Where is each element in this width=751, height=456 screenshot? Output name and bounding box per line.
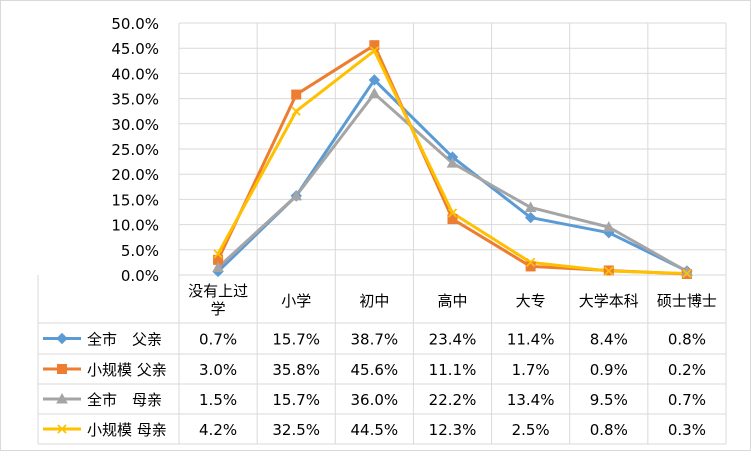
category-label: 高中	[437, 292, 467, 310]
table-value-cell: 0.7%	[668, 391, 706, 409]
y-tick-label: 20.0%	[111, 166, 159, 184]
legend-key-marker	[57, 364, 67, 374]
legend-series-name: 小规模 母亲	[87, 421, 167, 439]
data-point	[368, 74, 381, 86]
data-point	[447, 214, 458, 225]
table-value-cell: 9.5%	[590, 391, 628, 409]
table-value-cell: 15.7%	[272, 391, 320, 409]
table-value-cell: 0.2%	[668, 361, 706, 379]
table-value-cell: 0.9%	[590, 361, 628, 379]
category-label: 初中	[359, 292, 389, 310]
x-marker-stroke	[526, 257, 536, 268]
table-value-cell: 4.2%	[199, 421, 237, 439]
data-point	[524, 211, 537, 224]
table-value-cell: 8.4%	[590, 331, 628, 349]
category-label: 大学本科	[579, 292, 639, 310]
data-point	[604, 266, 614, 276]
table-value-cell: 2.5%	[512, 421, 550, 439]
x-marker-stroke	[57, 424, 67, 434]
category-label: 硕士博士	[657, 292, 717, 310]
x-marker-stroke	[682, 268, 692, 279]
data-point	[213, 249, 223, 259]
table-value-cell: 15.7%	[272, 331, 320, 349]
y-tick-label: 15.0%	[111, 191, 159, 209]
table-value-cell: 0.7%	[199, 331, 237, 349]
legend-series-name: 全市 父亲	[87, 331, 162, 349]
table-value-cell: 0.8%	[668, 331, 706, 349]
y-tick-label: 50.0%	[111, 15, 159, 33]
table-value-cell: 23.4%	[429, 331, 477, 349]
data-point	[446, 157, 459, 168]
data-point	[524, 201, 537, 212]
table-value-cell: 35.8%	[272, 361, 320, 379]
data-point	[291, 89, 302, 100]
category-label: 学	[211, 300, 226, 318]
legend-key-marker	[56, 332, 68, 345]
x-marker-stroke	[213, 249, 223, 259]
category-label: 小学	[281, 292, 311, 310]
data-point	[290, 189, 303, 201]
table-value-cell: 1.7%	[512, 361, 550, 379]
y-tick-label: 45.0%	[111, 40, 159, 58]
data-point	[447, 208, 458, 218]
legend-series-name: 全市 母亲	[87, 391, 162, 409]
data-point	[369, 46, 379, 56]
x-marker-stroke	[604, 266, 614, 276]
table-value-cell: 11.4%	[507, 331, 555, 349]
data-point	[682, 268, 692, 279]
table-value-cell: 38.7%	[351, 331, 399, 349]
x-marker-stroke	[369, 46, 379, 56]
table-value-cell: 22.2%	[429, 391, 477, 409]
data-point	[526, 257, 536, 268]
table-value-cell: 44.5%	[351, 421, 399, 439]
data-point	[212, 261, 224, 272]
y-tick-label: 40.0%	[111, 65, 159, 83]
y-tick-label: 25.0%	[111, 141, 159, 159]
y-tick-label: 35.0%	[111, 91, 159, 109]
data-point	[291, 106, 301, 116]
data-point	[602, 221, 615, 232]
y-tick-label: 5.0%	[121, 242, 159, 260]
table-value-cell: 45.6%	[351, 361, 399, 379]
legend-key-marker	[56, 392, 68, 404]
table-value-cell: 13.4%	[507, 391, 555, 409]
table-value-cell: 0.3%	[668, 421, 706, 439]
y-tick-label: 0.0%	[121, 267, 159, 285]
table-value-cell: 1.5%	[199, 391, 237, 409]
table-value-cell: 36.0%	[351, 391, 399, 409]
x-marker-stroke	[447, 208, 458, 218]
data-point	[368, 87, 381, 99]
table-value-cell: 11.1%	[429, 361, 477, 379]
table-value-cell: 32.5%	[272, 421, 320, 439]
series-line	[217, 92, 688, 273]
y-tick-label: 10.0%	[111, 217, 159, 235]
x-marker-stroke	[291, 106, 301, 116]
category-label: 没有上过	[188, 282, 248, 300]
table-value-cell: 3.0%	[199, 361, 237, 379]
table-value-cell: 12.3%	[429, 421, 477, 439]
table-value-cell: 0.8%	[590, 421, 628, 439]
y-tick-label: 30.0%	[111, 116, 159, 134]
category-label: 大专	[516, 292, 546, 310]
legend-series-name: 小规模 父亲	[87, 361, 167, 379]
legend-key-marker	[57, 424, 67, 434]
